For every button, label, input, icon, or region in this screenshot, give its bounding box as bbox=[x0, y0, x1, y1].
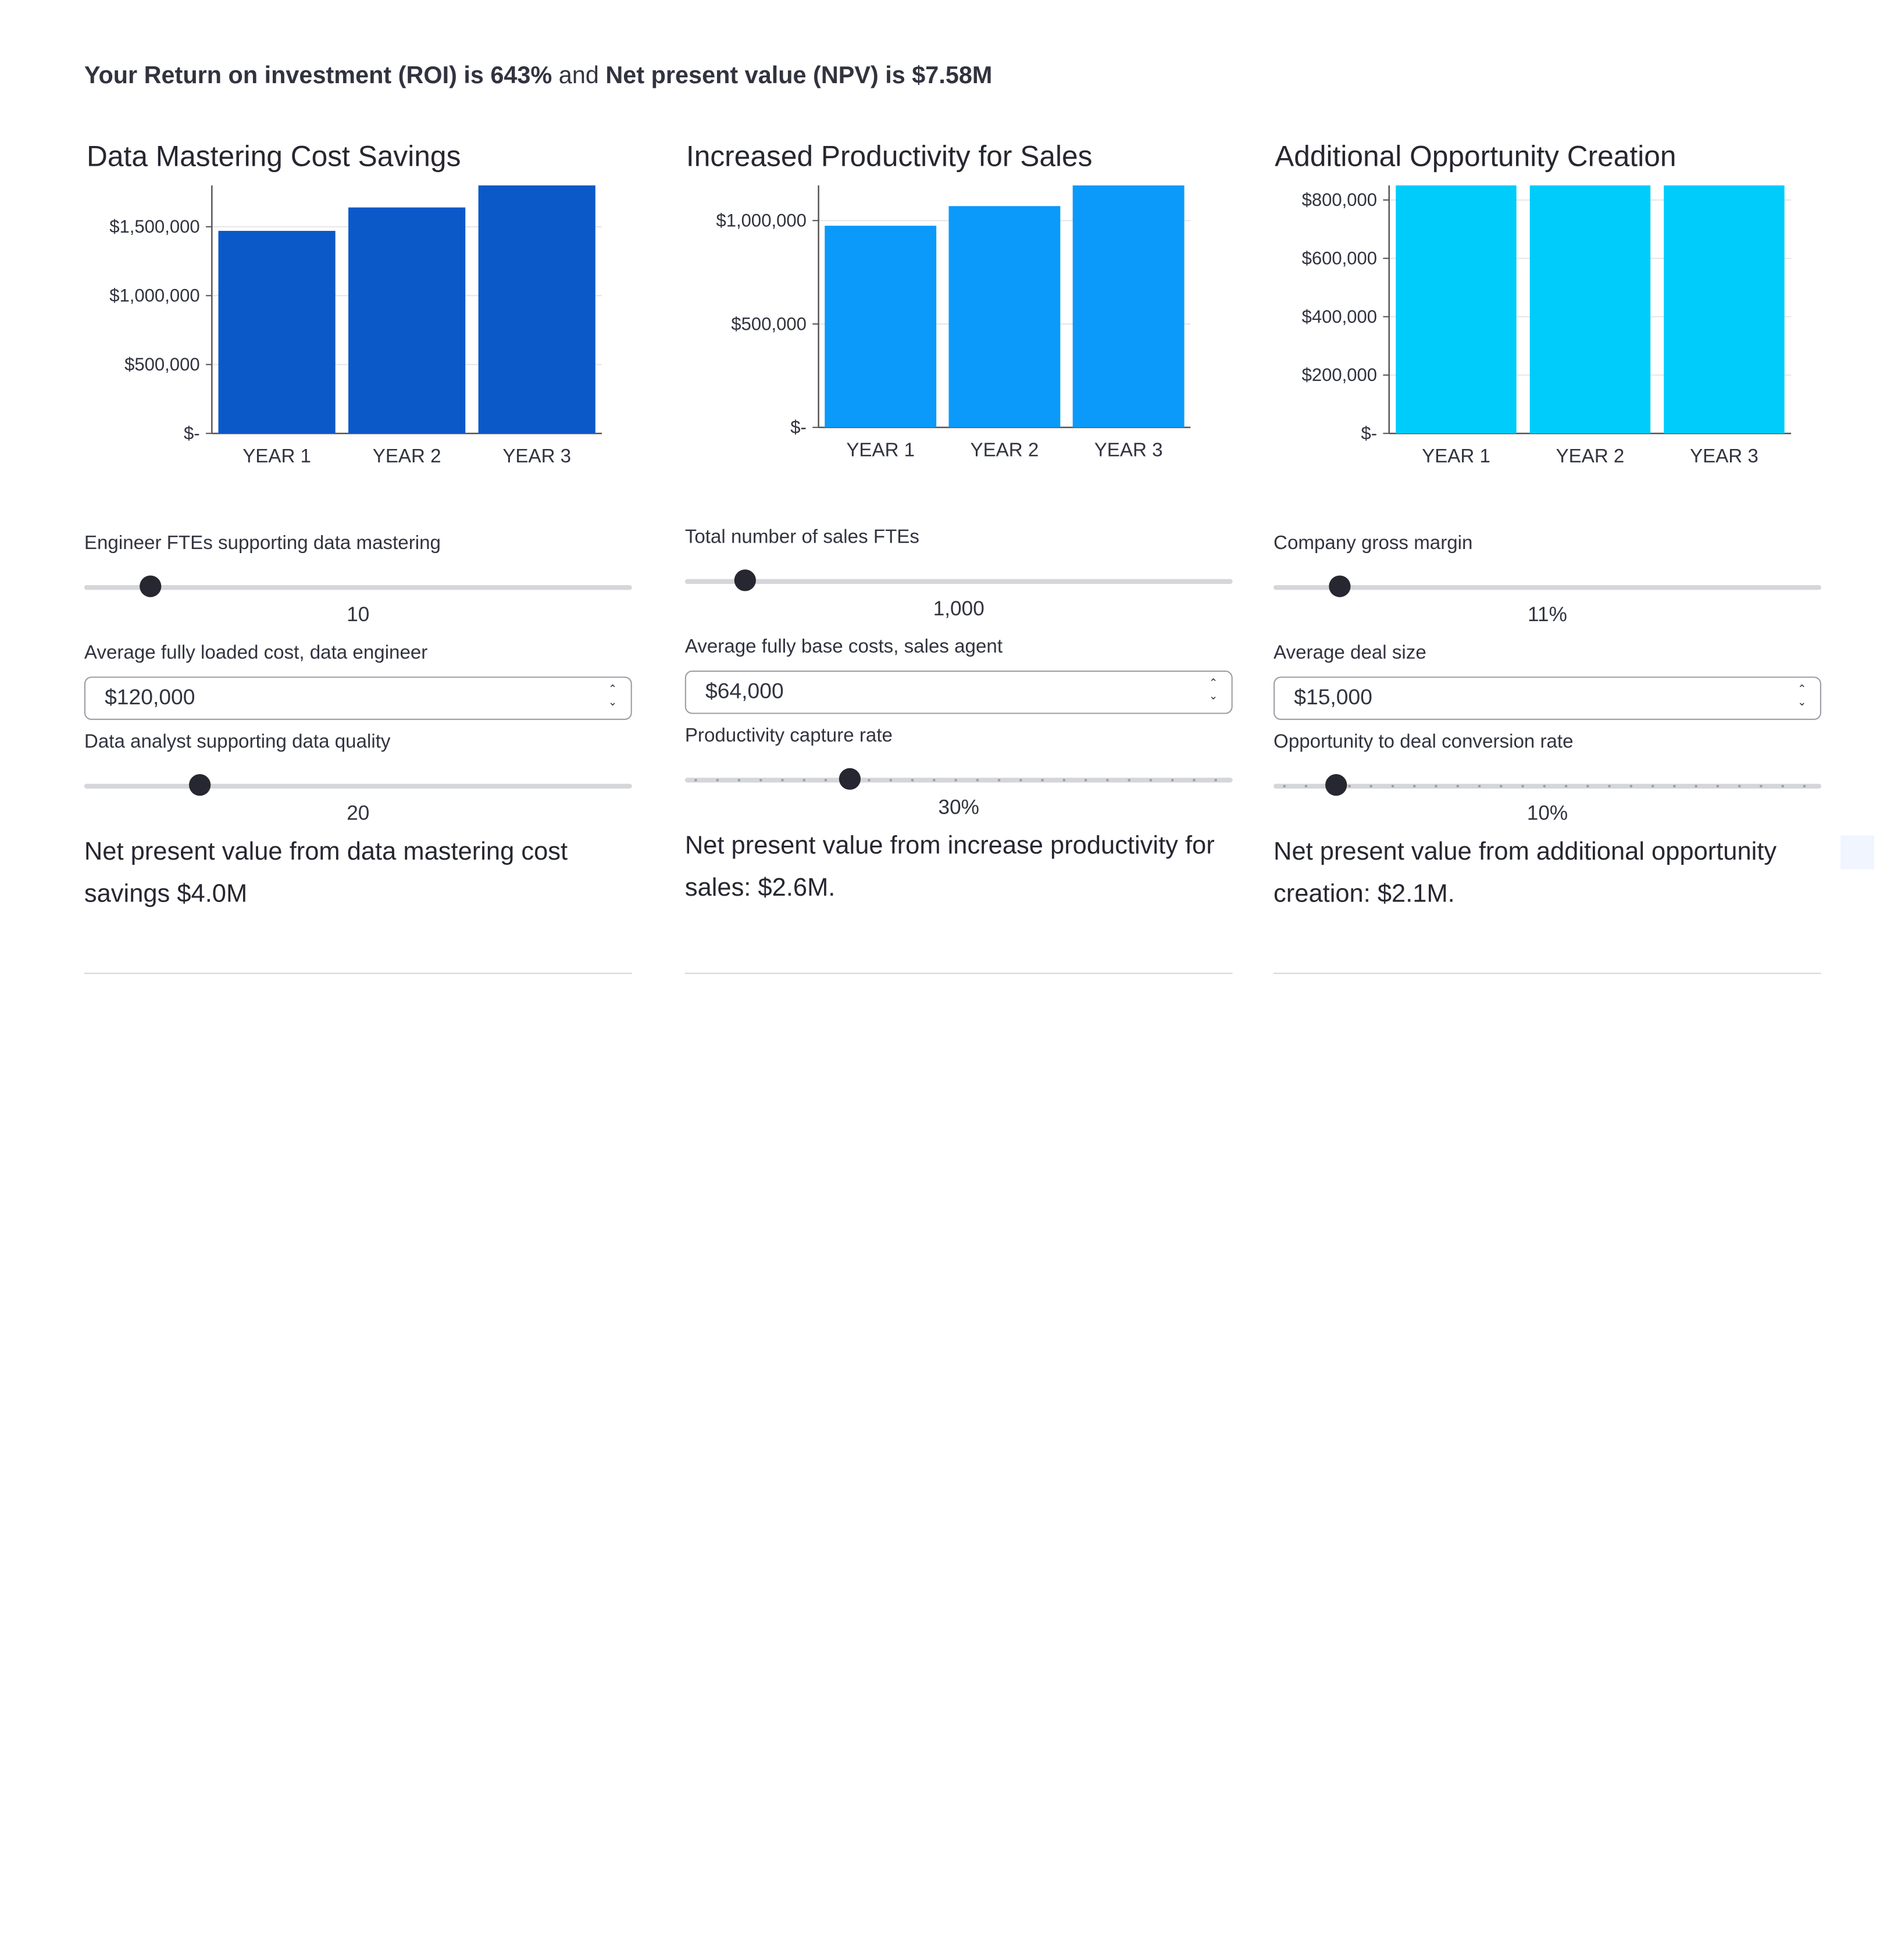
npv-opportunity-creation: Net present value from additional opport… bbox=[1274, 838, 1777, 908]
analyst-slider[interactable] bbox=[84, 768, 632, 804]
y-tick-label: $- bbox=[1361, 423, 1377, 444]
engineer-ftes-label: Engineer FTEs supporting data mastering bbox=[84, 533, 441, 554]
floating-widget bbox=[1840, 835, 1874, 869]
capture-rate-slider[interactable] bbox=[684, 762, 1233, 798]
bar-year-2 bbox=[1529, 185, 1651, 434]
sales-cost-input[interactable]: $64,000 ⌃ ⌄ bbox=[684, 670, 1233, 714]
x-tick-label: YEAR 2 bbox=[1556, 446, 1625, 467]
sales-ftes-label: Total number of sales FTEs bbox=[684, 527, 919, 548]
y-tick-label: $1,500,000 bbox=[109, 216, 199, 237]
y-tick-label: $600,000 bbox=[1302, 248, 1378, 269]
stepper-icon[interactable]: ⌃ ⌄ bbox=[1797, 682, 1807, 708]
analyst-value: 20 bbox=[347, 801, 370, 825]
slider-thumb[interactable] bbox=[1325, 774, 1347, 796]
slider-track[interactable] bbox=[84, 585, 632, 590]
slider-thumb[interactable] bbox=[139, 575, 161, 597]
chart-title: Data Mastering Cost Savings bbox=[87, 141, 461, 174]
slider-track[interactable] bbox=[684, 579, 1233, 584]
headline-joiner: and bbox=[558, 62, 599, 90]
deal-size-label: Average deal size bbox=[1274, 643, 1426, 664]
engineer-ftes-slider[interactable] bbox=[84, 569, 632, 605]
capture-rate-value: 30% bbox=[938, 796, 979, 819]
chart-sales-productivity: $- $500,000 $1,000,000 YEAR 1 YEAR 2 YEAR 3 bbox=[716, 185, 1191, 461]
gross-margin-value: 11% bbox=[1528, 603, 1567, 626]
divider bbox=[684, 972, 1233, 974]
y-tick-label: $1,000,000 bbox=[716, 211, 807, 231]
bar-year-1 bbox=[1396, 185, 1517, 434]
chart-title: Additional Opportunity Creation bbox=[1275, 141, 1676, 174]
y-tick-label: $400,000 bbox=[1302, 307, 1378, 327]
panel-sales-productivity: Increased Productivity for Sales $- $500,… bbox=[684, 135, 1233, 974]
chart-data-mastering: $- $500,000 $1,000,000 $1,500,000 YEAR 1 YEAR… bbox=[109, 185, 602, 467]
npv-value-text: Net present value (NPV) is $7.58M bbox=[605, 62, 993, 90]
chart-title: Increased Productivity for Sales bbox=[686, 141, 1093, 174]
divider bbox=[84, 972, 632, 974]
bar-year-1 bbox=[218, 230, 336, 434]
bar-year-3 bbox=[478, 185, 595, 434]
sales-cost-label: Average fully base costs, sales agent bbox=[684, 637, 1003, 658]
panel-data-mastering: Data Mastering Cost Savings $- $500,000 $1… bbox=[84, 135, 632, 974]
conversion-rate-slider[interactable] bbox=[1274, 768, 1821, 804]
engineer-cost-value[interactable]: $120,000 bbox=[105, 685, 195, 710]
stepper-icon[interactable]: ⌃ ⌄ bbox=[608, 682, 618, 708]
npv-sales-productivity: Net present value from increase producti… bbox=[684, 832, 1215, 902]
x-tick-label: YEAR 1 bbox=[1422, 446, 1490, 467]
sales-ftes-value: 1,000 bbox=[933, 597, 984, 621]
slider-track[interactable] bbox=[84, 783, 632, 789]
x-tick-label: YEAR 3 bbox=[1690, 446, 1758, 467]
x-tick-label: YEAR 1 bbox=[846, 440, 915, 461]
x-tick-label: YEAR 1 bbox=[242, 446, 311, 467]
bar-year-1 bbox=[825, 226, 937, 427]
y-tick-label: $500,000 bbox=[731, 313, 807, 334]
slider-ticks bbox=[684, 779, 1233, 782]
x-tick-label: YEAR 2 bbox=[971, 440, 1039, 461]
y-tick-label: $500,000 bbox=[124, 354, 200, 375]
deal-size-input[interactable]: $15,000 ⌃ ⌄ bbox=[1274, 676, 1821, 720]
y-tick-label: $800,000 bbox=[1302, 190, 1378, 210]
x-tick-label: YEAR 3 bbox=[502, 446, 571, 467]
npv-data-mastering: Net present value from data mastering co… bbox=[84, 838, 568, 908]
slider-ticks bbox=[1274, 785, 1821, 787]
engineer-cost-input[interactable]: $120,000 ⌃ ⌄ bbox=[84, 676, 632, 720]
roi-headline: Your Return on investment (ROI) is 643% … bbox=[84, 63, 992, 91]
divider bbox=[1274, 972, 1821, 974]
bar-year-3 bbox=[1664, 185, 1785, 434]
y-tick-label: $- bbox=[184, 423, 200, 444]
engineer-cost-label: Average fully loaded cost, data engineer bbox=[84, 643, 428, 664]
bar-year-2 bbox=[948, 206, 1061, 427]
conversion-rate-label: Opportunity to deal conversion rate bbox=[1274, 732, 1574, 753]
y-tick-label: $- bbox=[790, 417, 807, 437]
x-tick-label: YEAR 2 bbox=[373, 446, 441, 467]
sales-ftes-slider[interactable] bbox=[684, 564, 1233, 600]
deal-size-value[interactable]: $15,000 bbox=[1294, 685, 1372, 710]
analyst-label: Data analyst supporting data quality bbox=[84, 732, 391, 753]
slider-track[interactable] bbox=[1274, 585, 1821, 590]
conversion-rate-value: 10% bbox=[1526, 801, 1568, 825]
slider-thumb[interactable] bbox=[838, 768, 861, 790]
slider-thumb[interactable] bbox=[188, 774, 211, 796]
panel-opportunity-creation: Additional Opportunity Creation $- $200,0… bbox=[1274, 135, 1821, 974]
sales-cost-value[interactable]: $64,000 bbox=[705, 679, 784, 703]
capture-rate-label: Productivity capture rate bbox=[684, 726, 893, 747]
y-tick-label: $1,000,000 bbox=[109, 286, 199, 306]
y-tick-label: $200,000 bbox=[1302, 365, 1378, 385]
stepper-icon[interactable]: ⌃ ⌄ bbox=[1208, 676, 1218, 702]
engineer-ftes-value: 10 bbox=[347, 603, 370, 626]
x-tick-label: YEAR 3 bbox=[1094, 440, 1163, 461]
chart-opportunity-creation: $- $200,000 $400,000 $600,000 $800,000 YEAR 1… bbox=[1302, 185, 1792, 467]
slider-thumb[interactable] bbox=[734, 569, 757, 591]
slider-thumb[interactable] bbox=[1328, 575, 1350, 597]
gross-margin-slider[interactable] bbox=[1274, 569, 1821, 605]
roi-value-text: Your Return on investment (ROI) is 643% bbox=[84, 62, 552, 90]
gross-margin-label: Company gross margin bbox=[1274, 533, 1473, 554]
bar-year-2 bbox=[348, 207, 466, 434]
bar-year-3 bbox=[1072, 185, 1185, 427]
